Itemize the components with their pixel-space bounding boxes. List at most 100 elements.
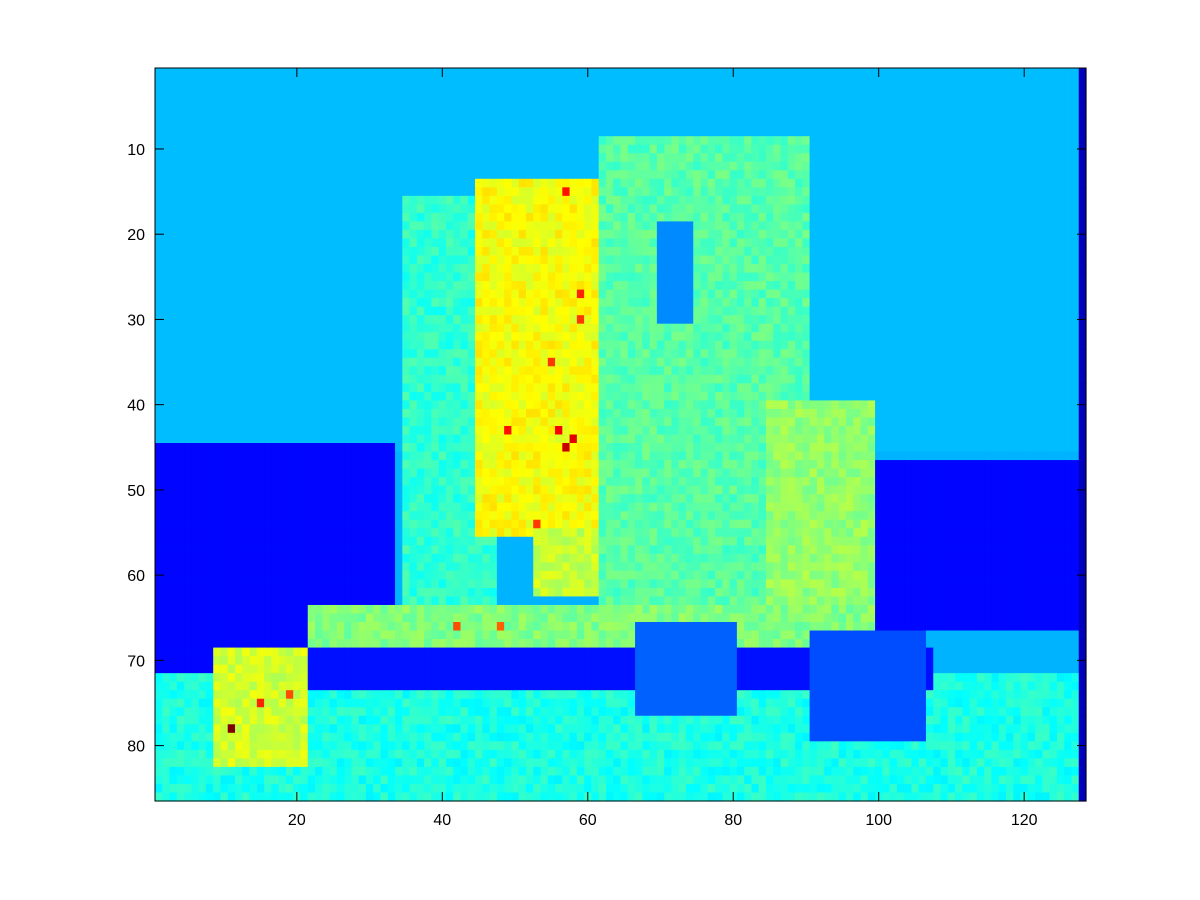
heatmap-cell (729, 153, 738, 163)
heatmap-cell (991, 110, 1000, 120)
heatmap-cell (1035, 187, 1043, 197)
heatmap-cell (882, 246, 891, 257)
heatmap-cell (373, 110, 382, 120)
heatmap-cell (191, 229, 200, 240)
heatmap-cell (845, 221, 854, 231)
heatmap-cell (256, 136, 265, 146)
heatmap-cell (664, 136, 673, 146)
heatmap-cell (256, 170, 265, 180)
heatmap-cell (482, 323, 491, 333)
heatmap-cell (729, 170, 738, 180)
heatmap-cell (155, 264, 163, 274)
heatmap-cell (176, 127, 185, 137)
heatmap-cell (365, 272, 374, 282)
heatmap-cell (387, 178, 396, 188)
heatmap-cell (511, 289, 520, 299)
heatmap-cell (467, 102, 476, 112)
heatmap-cell (155, 391, 163, 401)
heatmap-cell (475, 85, 483, 95)
heatmap-cell (635, 323, 643, 333)
heatmap-cell (685, 204, 694, 214)
heatmap-cell (213, 178, 222, 188)
heatmap-cell (351, 110, 360, 120)
heatmap-cell (700, 255, 709, 265)
heatmap-cell (380, 153, 389, 163)
heatmap-cell (344, 161, 352, 171)
heatmap-cell (744, 85, 753, 95)
heatmap-cell (329, 93, 338, 103)
heatmap-cell (860, 246, 869, 257)
heatmap-cell (613, 187, 622, 197)
heatmap-cell (220, 383, 229, 393)
heatmap-cell (671, 76, 680, 86)
heatmap-cell (925, 229, 934, 240)
heatmap-cell (845, 289, 854, 299)
heatmap-cell (918, 204, 927, 214)
heatmap-cell (365, 298, 374, 308)
heatmap-cell (416, 383, 425, 393)
heatmap-cell (962, 85, 971, 95)
heatmap-cell (751, 76, 760, 86)
heatmap-cell (576, 68, 585, 78)
heatmap-cell (329, 255, 338, 265)
heatmap-cell (467, 204, 476, 214)
heatmap-cell (1005, 298, 1014, 308)
heatmap-cell (1020, 170, 1029, 180)
heatmap-cell (1071, 102, 1080, 112)
heatmap-cell (744, 332, 753, 342)
heatmap-cell (642, 323, 651, 333)
heatmap-cell (249, 340, 258, 350)
heatmap-cell (889, 85, 898, 95)
heatmap-cell (780, 374, 789, 384)
heatmap-cell (627, 178, 636, 188)
heatmap-cell (707, 110, 716, 120)
heatmap-cell (1020, 93, 1029, 103)
heatmap-cell (533, 298, 542, 308)
heatmap-cell (387, 102, 396, 112)
heatmap-cell (685, 136, 694, 146)
heatmap-cell (613, 119, 622, 129)
heatmap-cell (700, 323, 709, 333)
heatmap-cell (482, 110, 491, 120)
heatmap-cell (1071, 272, 1080, 282)
heatmap-cell (802, 136, 811, 146)
heatmap-cell (220, 332, 229, 342)
heatmap-cell (1071, 357, 1080, 367)
heatmap-cell (875, 195, 883, 205)
heatmap-cell (351, 221, 360, 231)
heatmap-cell (765, 391, 774, 401)
heatmap-cell (620, 246, 629, 257)
heatmap-cell (256, 366, 265, 376)
heatmap-cell (955, 195, 963, 205)
heatmap-cell (591, 246, 600, 257)
heatmap-cell (380, 264, 389, 274)
heatmap-cell (176, 298, 185, 308)
heatmap-cell (445, 102, 454, 112)
heatmap-cell (511, 306, 520, 316)
heatmap-cell (744, 306, 753, 316)
heatmap-cell (853, 161, 862, 171)
heatmap-cell (278, 229, 287, 240)
heatmap-cell (715, 153, 723, 163)
heatmap-cell (460, 85, 469, 95)
heatmap-cell (751, 323, 760, 333)
heatmap-cell (1049, 374, 1058, 384)
heatmap-cell (795, 187, 803, 197)
heatmap-cell (504, 323, 512, 333)
heatmap-cell (533, 195, 542, 205)
heatmap-cell (1078, 366, 1087, 376)
heatmap-cell (424, 153, 432, 163)
heatmap-cell (525, 119, 534, 129)
heatmap-cell (373, 229, 382, 240)
heatmap-cell (722, 136, 731, 146)
heatmap-cell (685, 161, 694, 171)
heatmap-cell (605, 85, 614, 95)
heatmap-cell (220, 391, 229, 401)
heatmap-cell (845, 391, 854, 401)
heatmap-cell (605, 221, 614, 231)
heatmap-cell (191, 374, 200, 384)
heatmap-cell (547, 391, 556, 401)
heatmap-cell (773, 76, 782, 86)
heatmap-cell (540, 178, 549, 188)
heatmap-cell (889, 298, 898, 308)
